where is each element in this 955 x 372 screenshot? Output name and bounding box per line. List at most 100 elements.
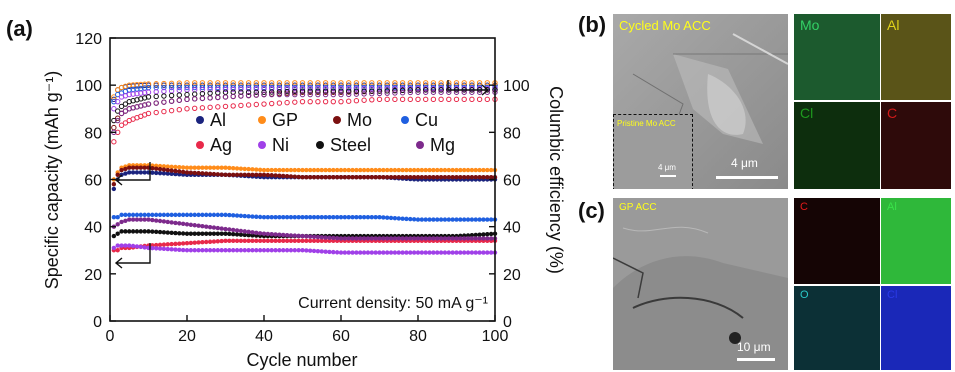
capacity-point-gp bbox=[438, 167, 444, 173]
capacity-point-mo bbox=[150, 165, 155, 171]
efficiency-point-steel bbox=[292, 88, 298, 94]
efficiency-point-steel bbox=[222, 89, 229, 95]
efficiency-point-ni bbox=[245, 86, 252, 92]
sem-image-gp-acc: GP ACC 10 μm bbox=[613, 198, 788, 370]
capacity-point-ag bbox=[219, 238, 224, 244]
capacity-point-ag bbox=[223, 238, 228, 244]
capacity-point-cu bbox=[442, 217, 448, 222]
capacity-point-cu bbox=[377, 215, 382, 220]
legend-label-steel: Steel bbox=[330, 135, 371, 155]
capacity-point-ni bbox=[327, 249, 332, 255]
capacity-point-cu bbox=[281, 215, 286, 220]
efficiency-point-ag bbox=[346, 98, 352, 104]
capacity-point-mg bbox=[488, 236, 494, 241]
capacity-point-ni bbox=[142, 245, 147, 250]
legend-marker-mg bbox=[416, 141, 424, 149]
efficiency-point-al bbox=[353, 82, 360, 88]
capacity-point-ag bbox=[207, 239, 213, 244]
inset-scale-bar bbox=[660, 175, 676, 177]
capacity-point-ni bbox=[223, 248, 228, 253]
efficiency-point-ag bbox=[192, 105, 198, 111]
efficiency-point-mg bbox=[276, 91, 283, 98]
efficiency-point-mg bbox=[230, 93, 236, 100]
capacity-point-cu bbox=[238, 213, 244, 219]
capacity-point-mo bbox=[396, 174, 401, 180]
capacity-point-mo bbox=[123, 166, 128, 172]
capacity-point-mo bbox=[400, 174, 405, 180]
capacity-point-mo bbox=[130, 165, 136, 170]
capacity-point-mg bbox=[361, 236, 367, 241]
efficiency-point-ag bbox=[276, 100, 283, 106]
efficiency-point-mg bbox=[118, 110, 125, 117]
capacity-point-cu bbox=[204, 212, 209, 218]
capacity-point-ag bbox=[277, 238, 282, 244]
capacity-point-mg bbox=[177, 221, 182, 226]
capacity-point-gp bbox=[473, 167, 478, 173]
capacity-point-steel bbox=[134, 229, 140, 234]
capacity-point-cu bbox=[315, 215, 321, 220]
capacity-point-mo bbox=[211, 171, 217, 177]
capacity-point-al bbox=[157, 170, 163, 176]
capacity-point-mg bbox=[373, 236, 378, 241]
capacity-point-ni bbox=[338, 250, 344, 255]
capacity-point-gp bbox=[404, 167, 409, 173]
capacity-point-mo bbox=[354, 174, 359, 180]
capacity-point-ni bbox=[123, 243, 128, 248]
capacity-point-ag bbox=[165, 242, 170, 247]
capacity-point-cu bbox=[388, 215, 394, 221]
capacity-point-mo bbox=[157, 166, 163, 172]
capacity-point-gp bbox=[373, 167, 378, 173]
capacity-point-mo bbox=[250, 172, 255, 177]
capacity-point-cu bbox=[311, 215, 317, 220]
capacity-point-gp bbox=[219, 165, 224, 170]
capacity-point-mg bbox=[408, 236, 413, 241]
efficiency-point-mg bbox=[415, 89, 421, 95]
capacity-point-mg bbox=[180, 221, 186, 227]
capacity-point-cu bbox=[300, 215, 305, 220]
efficiency-point-ni bbox=[215, 86, 221, 93]
efficiency-point-ag bbox=[153, 109, 159, 116]
capacity-point-mo bbox=[477, 174, 482, 180]
capacity-point-mo bbox=[269, 173, 274, 178]
efficiency-point-ni bbox=[299, 86, 306, 92]
capacity-point-steel bbox=[173, 230, 178, 236]
capacity-point-mg bbox=[196, 223, 201, 228]
efficiency-point-mg bbox=[145, 101, 152, 107]
capacity-point-mg bbox=[469, 236, 475, 241]
capacity-point-mg bbox=[334, 236, 340, 241]
efficiency-point-ag bbox=[284, 99, 290, 106]
capacity-point-cu bbox=[277, 215, 282, 220]
capacity-point-mg bbox=[184, 222, 190, 227]
capacity-point-steel bbox=[469, 232, 475, 238]
capacity-point-mo bbox=[138, 165, 143, 170]
y-axis-label-left: Specific capacity (mAh g⁻¹) bbox=[42, 71, 62, 290]
efficiency-point-al bbox=[399, 82, 406, 88]
capacity-point-mg bbox=[358, 236, 363, 241]
capacity-point-gp bbox=[338, 167, 344, 173]
capacity-point-ni bbox=[408, 250, 413, 255]
capacity-point-gp bbox=[334, 167, 340, 173]
capacity-point-gp bbox=[261, 167, 267, 173]
capacity-point-cu bbox=[396, 216, 401, 221]
capacity-point-ni bbox=[446, 250, 451, 255]
capacity-point-ni bbox=[300, 248, 305, 253]
efficiency-point-ag bbox=[184, 106, 190, 112]
panel-label-a: (a) bbox=[6, 16, 33, 41]
capacity-point-mg bbox=[119, 219, 124, 225]
capacity-point-mg bbox=[315, 234, 321, 240]
inset-pristine-mo: Pristine Mo ACC 4 μm bbox=[613, 114, 693, 189]
capacity-point-steel bbox=[150, 229, 155, 234]
capacity-point-steel bbox=[204, 231, 209, 236]
efficiency-point-ag bbox=[353, 98, 360, 104]
capacity-point-ni bbox=[477, 250, 482, 255]
efficiency-point-al bbox=[407, 82, 413, 88]
capacity-point-cu bbox=[115, 215, 120, 220]
capacity-point-ni bbox=[404, 250, 409, 255]
efficiency-point-al bbox=[269, 82, 275, 88]
efficiency-point-cu bbox=[199, 84, 206, 91]
capacity-point-steel bbox=[200, 231, 205, 236]
capacity-point-al bbox=[130, 170, 136, 175]
capacity-point-ag bbox=[173, 241, 178, 247]
efficiency-point-ag bbox=[168, 107, 175, 114]
x-tick-label: 100 bbox=[482, 328, 509, 345]
